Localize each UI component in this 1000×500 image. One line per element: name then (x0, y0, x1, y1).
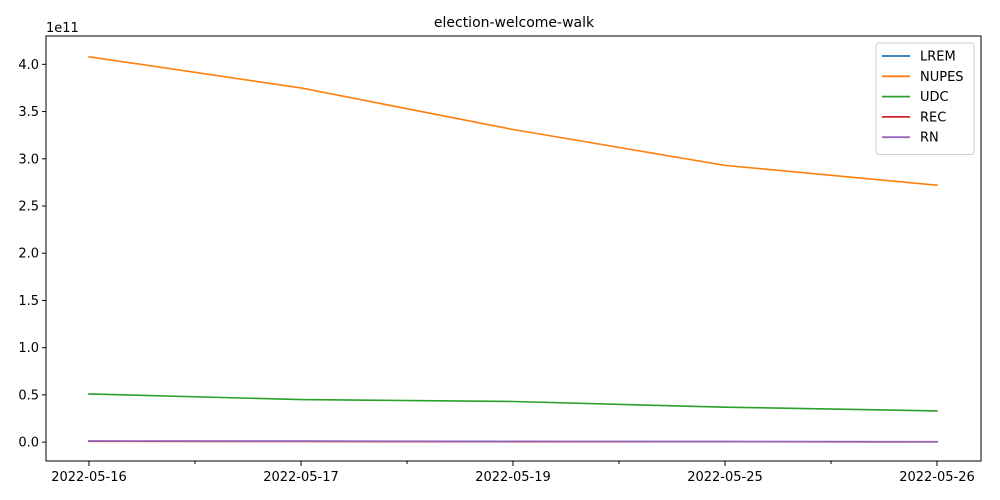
x-tick-label: 2022-05-16 (51, 470, 127, 485)
x-tick-label: 2022-05-17 (263, 470, 339, 485)
y-axis-offset-label: 1e11 (46, 21, 79, 36)
legend: LREM NUPES UDC REC RN (875, 42, 975, 155)
y-tick-label: 0.5 (18, 388, 39, 403)
legend-label-rec: REC (920, 110, 946, 125)
chart-title: election-welcome-walk (434, 15, 595, 31)
x-tick-label: 2022-05-25 (687, 470, 763, 485)
y-tick-label: 2.0 (18, 247, 39, 262)
y-tick-label: 1.0 (18, 341, 39, 356)
series-line-nupes (88, 55, 938, 187)
legend-label-rn: RN (920, 131, 939, 146)
legend-label-nupes: NUPES (920, 70, 964, 85)
legend-label-lrem: LREM (920, 50, 956, 65)
series-line-rn (88, 440, 938, 443)
y-tick-label: 1.5 (18, 294, 39, 309)
y-tick-label: 2.5 (18, 200, 39, 215)
y-tick-label: 3.5 (18, 105, 39, 120)
x-tick-label: 2022-05-26 (899, 470, 975, 485)
x-tick-label: 2022-05-19 (475, 470, 551, 485)
y-tick-label: 3.0 (18, 152, 39, 167)
plot-area: 0.0 0.5 1.0 1.5 2.0 2.5 3.0 3.5 4.0 2022-05-16 202… (18, 35, 982, 485)
legend-label-udc: UDC (920, 90, 949, 105)
series-line-udc (88, 393, 938, 412)
legend-box (875, 42, 975, 155)
y-tick-label: 0.0 (18, 436, 39, 451)
y-tick-label: 4.0 (18, 58, 39, 73)
